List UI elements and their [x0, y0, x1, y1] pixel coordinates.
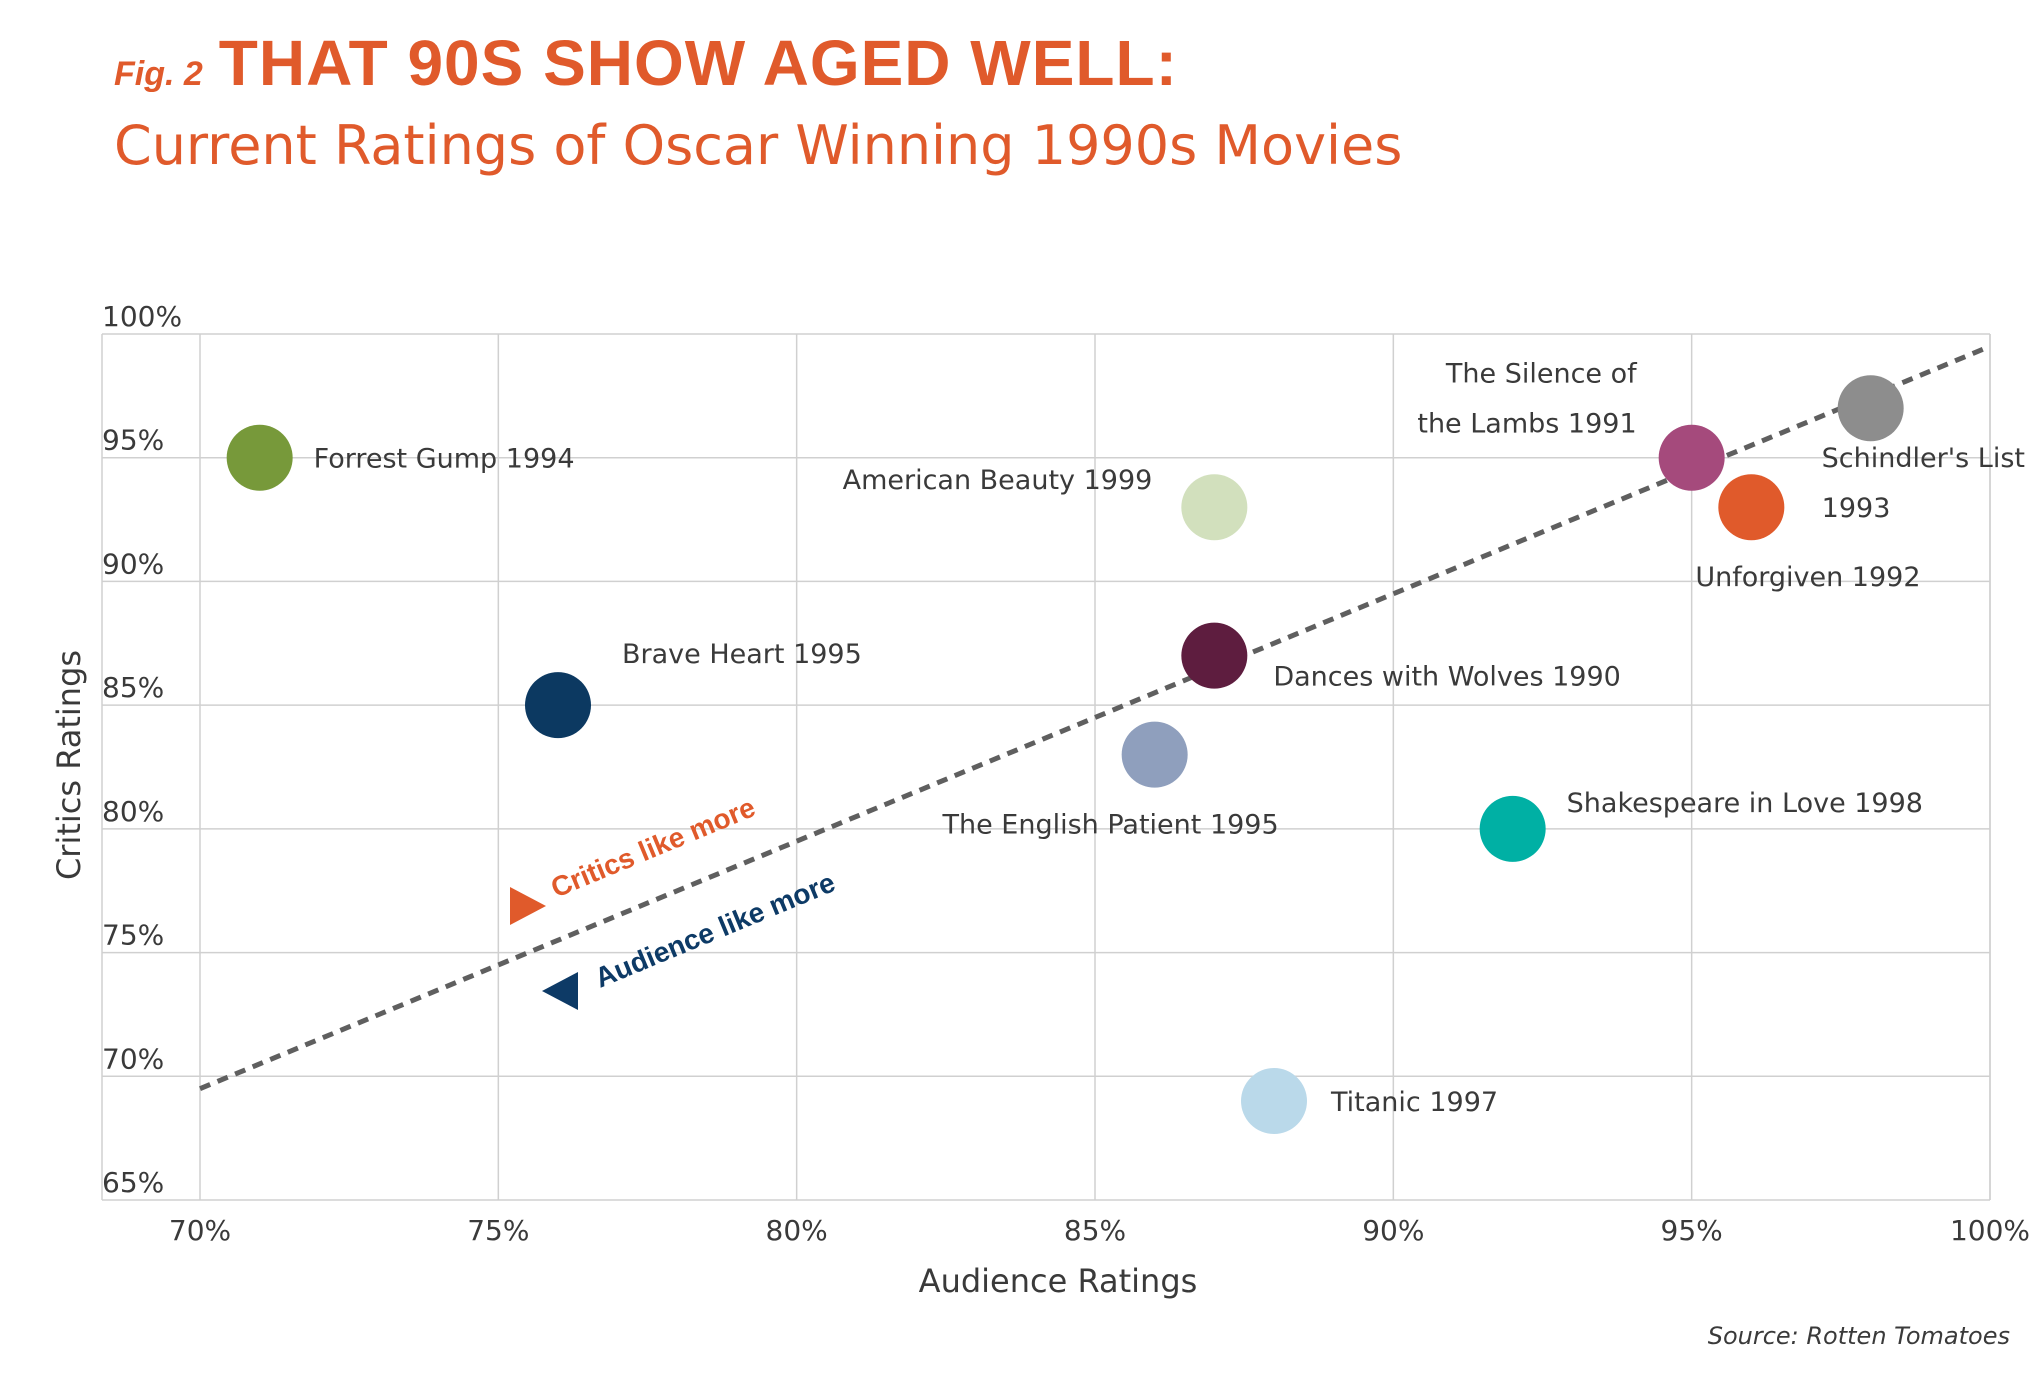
chart-subtitle: Current Ratings of Oscar Winning 1990s M… — [114, 114, 1403, 177]
data-label: the Lambs 1991 — [1417, 409, 1636, 440]
data-point — [1718, 474, 1785, 541]
y-tick-label: 100% — [102, 300, 182, 333]
data-label: Forrest Gump 1994 — [314, 444, 575, 475]
data-label: Brave Heart 1995 — [622, 639, 862, 670]
figure-label: Fig. 2 — [114, 55, 203, 93]
chart-header: Fig. 2 THAT 90S SHOW AGED WELL: Current R… — [114, 26, 1914, 177]
critics-like-more-label: Critics like more — [546, 791, 759, 903]
y-axis-title: Critics Ratings — [50, 650, 88, 880]
data-point — [1479, 795, 1546, 862]
title-line: Fig. 2 THAT 90S SHOW AGED WELL: — [114, 26, 1914, 100]
grid-layer — [101, 333, 1991, 1201]
data-point — [525, 672, 591, 739]
x-tick-label: 75% — [467, 1214, 529, 1247]
axes-layer: 65%70%75%80%85%90%95%100%70% 75% 80% 85% 90%… — [50, 300, 2030, 1300]
x-axis-title: Audience Ratings — [919, 1262, 1198, 1300]
data-label: American Beauty 1999 — [843, 465, 1153, 496]
y-tick-label: 75% — [102, 919, 164, 952]
x-tick-label: 85% — [1064, 1214, 1126, 1247]
data-point — [1181, 474, 1248, 541]
data-point — [1241, 1068, 1307, 1135]
data-label: 1993 — [1822, 493, 1891, 524]
y-tick-label: 65% — [102, 1166, 164, 1199]
data-label: Shakespeare in Love 1998 — [1567, 788, 1923, 819]
y-tick-label: 95% — [102, 424, 164, 457]
data-label: The English Patient 1995 — [941, 810, 1278, 841]
source-note: Source: Rotten Tomatoes — [1707, 1322, 2010, 1350]
x-tick-label: 90% — [1362, 1214, 1424, 1247]
x-tick-label: 100% — [1950, 1214, 2030, 1247]
triangle-right-marker — [510, 887, 546, 925]
data-label: The Silence of — [1445, 359, 1638, 390]
data-point — [1837, 375, 1904, 442]
data-point — [1121, 721, 1188, 788]
data-label: Unforgiven 1992 — [1695, 562, 1920, 593]
data-point — [1181, 622, 1248, 689]
y-tick-label: 80% — [102, 795, 164, 828]
y-tick-label: 85% — [102, 671, 164, 704]
data-label: Schindler's List — [1822, 443, 2025, 474]
x-tick-label: 70% — [169, 1214, 231, 1247]
chart-title: THAT 90S SHOW AGED WELL: — [218, 27, 1178, 99]
data-label: Dances with Wolves 1990 — [1273, 662, 1621, 693]
x-tick-label: 80% — [766, 1214, 828, 1247]
x-tick-label: 95% — [1661, 1214, 1723, 1247]
point-labels-layer: Forrest Gump 1994 American Beauty 1999 The… — [314, 359, 2025, 1118]
data-point — [1658, 424, 1725, 491]
y-tick-label: 90% — [102, 547, 164, 580]
data-point — [226, 424, 293, 491]
data-label: Titanic 1997 — [1330, 1087, 1498, 1118]
y-tick-label: 70% — [102, 1042, 164, 1075]
points-layer — [226, 375, 1904, 1135]
triangle-left-marker — [542, 972, 578, 1010]
audience-like-more-label: Audience like more — [590, 867, 839, 994]
